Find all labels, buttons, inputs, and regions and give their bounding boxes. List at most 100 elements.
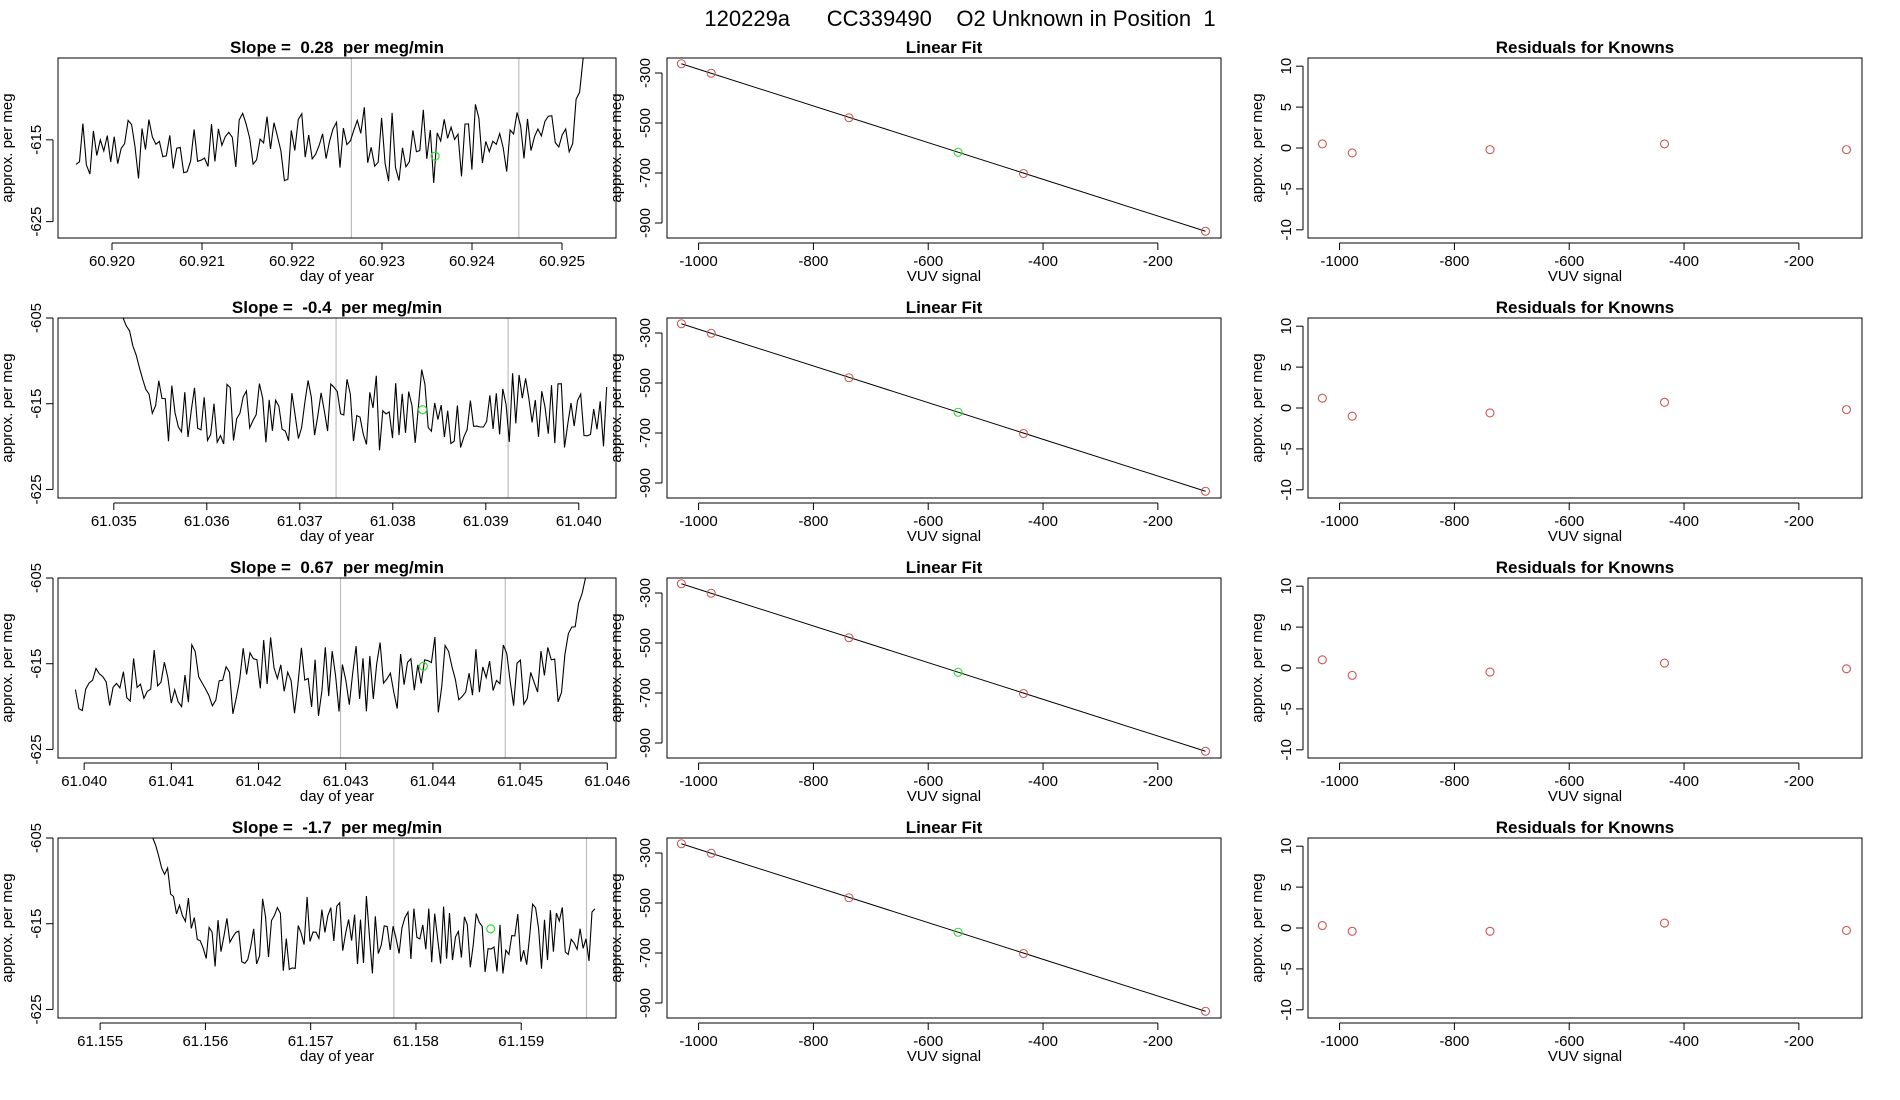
x-tick-label: -800 — [1439, 1033, 1469, 1050]
x-tick-label: 60.923 — [359, 253, 405, 270]
x-tick-label: 61.159 — [498, 1033, 544, 1050]
known-point — [1841, 405, 1852, 415]
x-tick-label: -600 — [1554, 253, 1584, 270]
y-tick-label: -615 — [28, 649, 45, 679]
known-point — [1347, 148, 1357, 158]
known-point — [1659, 658, 1670, 668]
panel-title: Residuals for Knowns — [1496, 818, 1675, 837]
y-tick-label: -615 — [28, 125, 45, 155]
y-tick-label: -300 — [637, 578, 654, 608]
x-tick-label: -800 — [798, 513, 828, 530]
y-axis-label: approx. per meg — [1249, 613, 1266, 722]
x-tick-label: -800 — [798, 253, 828, 270]
x-axis-label: VUV signal — [1548, 528, 1622, 545]
known-point — [1317, 393, 1327, 403]
x-tick-label: 61.038 — [370, 513, 416, 530]
fit-line — [681, 323, 1206, 492]
x-axis-label: VUV signal — [907, 528, 981, 545]
y-axis-label: approx. per meg — [0, 613, 16, 722]
known-point — [1317, 139, 1327, 149]
x-tick-label: 61.158 — [393, 1033, 439, 1050]
x-tick-label: 60.924 — [449, 253, 495, 270]
x-tick-label: -200 — [1143, 253, 1173, 270]
y-tick-label: -700 — [637, 678, 654, 708]
x-tick-label: -400 — [1028, 513, 1058, 530]
page-title: 120229a CC339490 O2 Unknown in Position … — [704, 6, 1215, 31]
y-tick-label: -5 — [1278, 702, 1295, 715]
x-tick-label: -1000 — [1320, 773, 1358, 790]
known-point — [1485, 408, 1495, 418]
x-tick-label: -800 — [1439, 513, 1469, 530]
plot-frame — [1307, 317, 1863, 499]
known-point — [1200, 226, 1211, 236]
known-point — [844, 373, 854, 383]
x-tick-label: -800 — [798, 1033, 828, 1050]
y-tick-label: -605 — [28, 823, 45, 853]
y-axis-label: approx. per meg — [0, 353, 16, 462]
x-tick-label: 61.040 — [556, 513, 602, 530]
y-tick-label: 5 — [1278, 883, 1295, 891]
fit-line — [681, 843, 1206, 1012]
known-point — [1200, 486, 1211, 496]
x-tick-label: -600 — [1554, 1033, 1584, 1050]
y-tick-label: 0 — [1278, 664, 1295, 672]
x-tick-label: -1000 — [1320, 253, 1358, 270]
x-tick-label: -1000 — [1320, 1033, 1358, 1050]
y-tick-label: -10 — [1278, 999, 1295, 1021]
x-tick-label: 61.156 — [182, 1033, 228, 1050]
known-point — [1018, 168, 1029, 179]
x-tick-label: -400 — [1669, 1033, 1699, 1050]
known-point — [1347, 670, 1357, 680]
known-point — [844, 893, 854, 903]
plot-frame — [57, 317, 617, 499]
fit-line — [681, 583, 1206, 752]
x-tick-label: -1000 — [679, 253, 717, 270]
known-point — [1317, 655, 1327, 665]
x-tick-label: 60.920 — [89, 253, 135, 270]
x-tick-label: -600 — [913, 1033, 943, 1050]
known-point — [1841, 145, 1852, 155]
x-tick-label: 61.036 — [184, 513, 230, 530]
x-tick-label: -200 — [1784, 1033, 1814, 1050]
x-tick-label: -400 — [1028, 1033, 1058, 1050]
panel-fit-row-1: Linear Fit -1000 -800 -600 -400 -200 VUV signa… — [608, 38, 1222, 285]
plot-frame — [1307, 57, 1863, 239]
y-tick-label: -500 — [637, 108, 654, 138]
x-tick-label: -800 — [1439, 253, 1469, 270]
known-point — [676, 59, 686, 69]
y-axis-label: approx. per meg — [608, 613, 625, 722]
y-tick-label: -700 — [637, 418, 654, 448]
y-axis-label: approx. per meg — [1249, 93, 1266, 202]
y-tick-label: -500 — [637, 628, 654, 658]
y-tick-label: -300 — [637, 318, 654, 348]
y-tick-label: -5 — [1278, 962, 1295, 975]
x-tick-label: 61.157 — [288, 1033, 334, 1050]
y-tick-label: -900 — [637, 208, 654, 238]
x-tick-label: -400 — [1669, 773, 1699, 790]
x-tick-label: 61.039 — [463, 513, 509, 530]
data-trace-line — [75, 58, 584, 183]
plot-frame — [666, 317, 1222, 499]
y-tick-label: -10 — [1278, 479, 1295, 501]
panels-grid: Slope = 0.28 per meg/min 60.920 60.921 60.9… — [0, 38, 1863, 1065]
x-tick-label: -600 — [1554, 773, 1584, 790]
panel-timeseries-row-2: Slope = -0.4 per meg/min 61.035 61.036 61.0… — [0, 298, 617, 545]
y-axis-label: approx. per meg — [608, 93, 625, 202]
x-tick-label: -600 — [1554, 513, 1584, 530]
x-tick-label: 61.037 — [277, 513, 323, 530]
known-point — [706, 848, 716, 858]
known-point — [1485, 926, 1495, 936]
y-tick-label: 10 — [1278, 578, 1295, 595]
y-tick-label: -625 — [28, 207, 45, 237]
y-tick-label: 10 — [1278, 58, 1295, 75]
known-point — [1018, 948, 1029, 959]
y-axis-label: approx. per meg — [0, 873, 16, 982]
known-point — [1018, 428, 1029, 439]
panel-fit-row-2: Linear Fit -1000 -800 -600 -400 -200 VUV signa… — [608, 298, 1222, 545]
known-point — [1841, 664, 1852, 674]
panel-title: Residuals for Knowns — [1496, 298, 1675, 317]
x-tick-label: -200 — [1143, 1033, 1173, 1050]
panel-timeseries-row-1: Slope = 0.28 per meg/min 60.920 60.921 60.9… — [0, 38, 617, 285]
x-axis-label: VUV signal — [907, 1048, 981, 1065]
y-tick-label: -625 — [28, 474, 45, 504]
